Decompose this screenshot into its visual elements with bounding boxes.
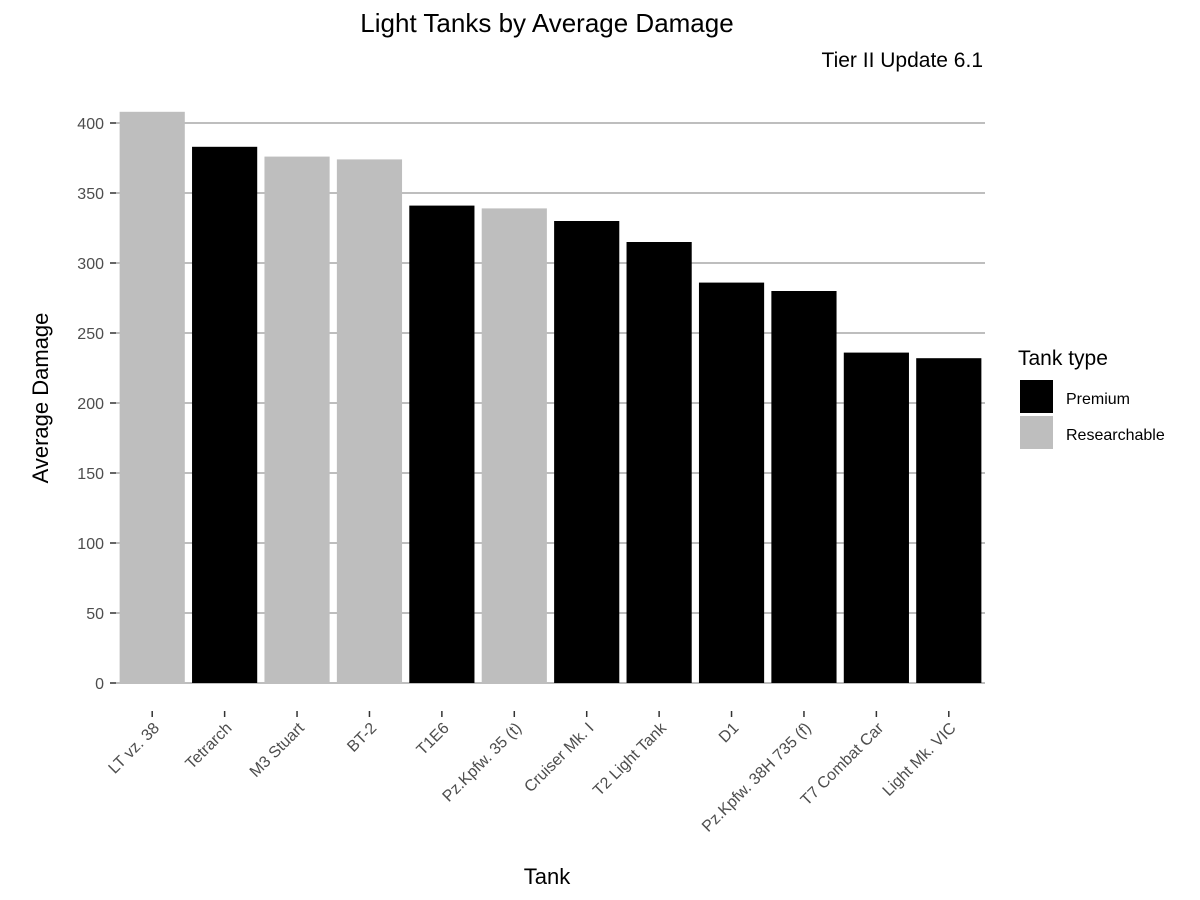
x-tick-label: Tetrarch <box>183 720 236 773</box>
x-tick-label: LT vz. 38 <box>106 720 164 778</box>
bars <box>119 111 982 684</box>
x-axis: LT vz. 38 Tetrarch M3 Stuart BT-2 T1E6Pz.Kpf… <box>106 711 960 836</box>
y-tick-label: 400 <box>77 116 104 133</box>
gridlines <box>116 122 985 684</box>
legend: Tank type Premium Researchable <box>1018 347 1165 449</box>
legend-label: Researchable <box>1066 427 1165 444</box>
bar <box>916 358 982 683</box>
x-tick-label: T2 Light Tank <box>590 719 670 799</box>
legend-label: Premium <box>1066 391 1130 408</box>
y-tick-label: 300 <box>77 256 104 273</box>
bar <box>481 208 547 683</box>
x-tick-label: Pz.Kpfw. 38H 735 (f) <box>699 720 815 836</box>
x-tick-label: M3 Stuart <box>247 719 308 780</box>
x-tick-label: T1E6 <box>414 720 453 759</box>
y-tick-label: 250 <box>77 326 104 343</box>
legend-title: Tank type <box>1018 347 1108 370</box>
y-tick-label: 350 <box>77 186 104 203</box>
y-tick-label: 50 <box>86 606 104 623</box>
bar <box>626 242 692 683</box>
x-axis-title: Tank <box>524 864 571 889</box>
bar <box>698 282 765 683</box>
chart-subtitle: Tier II Update 6.1 <box>822 49 983 72</box>
bar <box>409 205 475 683</box>
y-axis: 0 50 100 150 200 250 300 350 400 <box>77 116 116 693</box>
bar <box>554 221 620 683</box>
x-tick-label: Cruiser Mk. I <box>521 720 597 796</box>
legend-key <box>1020 380 1053 413</box>
legend-key <box>1020 416 1053 449</box>
y-axis-title: Average Damage <box>28 313 53 484</box>
bar <box>119 111 185 684</box>
y-tick-label: 150 <box>77 466 104 483</box>
bar <box>771 291 837 683</box>
x-tick-label: D1 <box>716 720 743 747</box>
bar <box>843 352 909 683</box>
y-tick-label: 200 <box>77 396 104 413</box>
bar <box>192 146 258 684</box>
chart-title: Light Tanks by Average Damage <box>360 8 733 38</box>
y-tick-label: 0 <box>95 676 104 693</box>
bar <box>264 156 330 684</box>
y-tick-label: 100 <box>77 536 104 553</box>
bar <box>336 159 403 683</box>
x-tick-label: BT-2 <box>344 720 380 756</box>
x-tick-label: Pz.Kpfw. 35 (t) <box>440 720 526 806</box>
x-tick-label: Light Mk. VIC <box>880 720 960 800</box>
